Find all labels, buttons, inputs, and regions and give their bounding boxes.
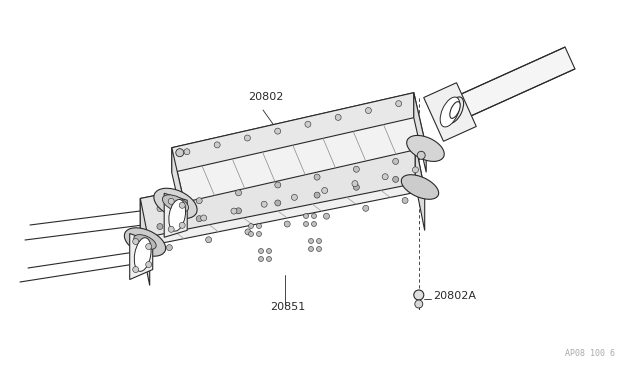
Ellipse shape — [154, 188, 197, 219]
Ellipse shape — [305, 121, 311, 127]
Polygon shape — [130, 234, 153, 279]
Ellipse shape — [236, 208, 241, 214]
Ellipse shape — [402, 198, 408, 203]
Ellipse shape — [415, 300, 423, 308]
Ellipse shape — [146, 262, 152, 267]
Ellipse shape — [414, 290, 424, 300]
Ellipse shape — [363, 205, 369, 211]
Ellipse shape — [259, 257, 264, 262]
Ellipse shape — [275, 128, 281, 134]
Ellipse shape — [353, 184, 360, 190]
Ellipse shape — [382, 174, 388, 180]
Ellipse shape — [284, 221, 290, 227]
Ellipse shape — [308, 247, 314, 251]
Ellipse shape — [201, 215, 207, 221]
Ellipse shape — [231, 208, 237, 214]
Ellipse shape — [214, 142, 220, 148]
Ellipse shape — [401, 175, 438, 199]
Ellipse shape — [169, 199, 186, 231]
Ellipse shape — [417, 151, 425, 159]
Ellipse shape — [168, 198, 174, 204]
Ellipse shape — [196, 216, 202, 222]
Ellipse shape — [134, 238, 151, 271]
Ellipse shape — [205, 237, 212, 243]
Ellipse shape — [244, 135, 250, 141]
Ellipse shape — [275, 182, 281, 188]
Ellipse shape — [157, 224, 163, 230]
Ellipse shape — [303, 221, 308, 227]
Ellipse shape — [317, 238, 321, 244]
Ellipse shape — [365, 108, 371, 113]
Ellipse shape — [157, 206, 163, 212]
Ellipse shape — [393, 158, 399, 164]
Polygon shape — [172, 148, 184, 227]
Ellipse shape — [312, 221, 317, 227]
Ellipse shape — [248, 224, 253, 228]
Ellipse shape — [322, 187, 328, 193]
Polygon shape — [424, 83, 476, 141]
Ellipse shape — [314, 192, 320, 198]
Ellipse shape — [450, 102, 460, 118]
Polygon shape — [414, 93, 426, 172]
Ellipse shape — [323, 213, 330, 219]
Ellipse shape — [353, 166, 360, 172]
Text: 20802A: 20802A — [433, 291, 476, 301]
Ellipse shape — [259, 248, 264, 253]
Ellipse shape — [275, 200, 281, 206]
Ellipse shape — [196, 198, 202, 204]
Ellipse shape — [303, 214, 308, 218]
Polygon shape — [450, 47, 575, 121]
Polygon shape — [415, 144, 425, 231]
Ellipse shape — [257, 224, 262, 228]
Ellipse shape — [179, 222, 185, 228]
Text: 20802: 20802 — [248, 92, 284, 102]
Ellipse shape — [308, 238, 314, 244]
Ellipse shape — [257, 231, 262, 237]
Ellipse shape — [335, 114, 341, 121]
Polygon shape — [172, 93, 426, 202]
Ellipse shape — [163, 195, 189, 212]
Ellipse shape — [132, 266, 139, 273]
Polygon shape — [164, 193, 188, 237]
Ellipse shape — [248, 231, 253, 237]
Ellipse shape — [179, 202, 185, 208]
Ellipse shape — [266, 248, 271, 253]
Ellipse shape — [166, 245, 172, 251]
Polygon shape — [140, 144, 415, 238]
Ellipse shape — [406, 135, 444, 161]
Ellipse shape — [317, 247, 321, 251]
Ellipse shape — [124, 228, 166, 256]
Ellipse shape — [447, 97, 463, 123]
Text: 20851: 20851 — [270, 302, 305, 312]
Ellipse shape — [291, 194, 298, 201]
Ellipse shape — [146, 244, 152, 250]
Ellipse shape — [314, 174, 320, 180]
Ellipse shape — [261, 201, 267, 207]
Ellipse shape — [184, 149, 190, 155]
Ellipse shape — [236, 190, 241, 196]
Ellipse shape — [266, 257, 271, 262]
Polygon shape — [140, 144, 425, 246]
Ellipse shape — [176, 149, 184, 157]
Ellipse shape — [134, 235, 156, 249]
Polygon shape — [140, 199, 150, 286]
Ellipse shape — [352, 180, 358, 187]
Ellipse shape — [132, 238, 139, 244]
Polygon shape — [172, 93, 414, 173]
Ellipse shape — [396, 101, 402, 107]
Ellipse shape — [312, 214, 317, 218]
Ellipse shape — [245, 229, 251, 235]
Ellipse shape — [393, 176, 399, 182]
Text: AP08 100 6: AP08 100 6 — [565, 349, 615, 358]
Ellipse shape — [168, 226, 174, 232]
Ellipse shape — [412, 167, 419, 173]
Ellipse shape — [440, 97, 460, 127]
